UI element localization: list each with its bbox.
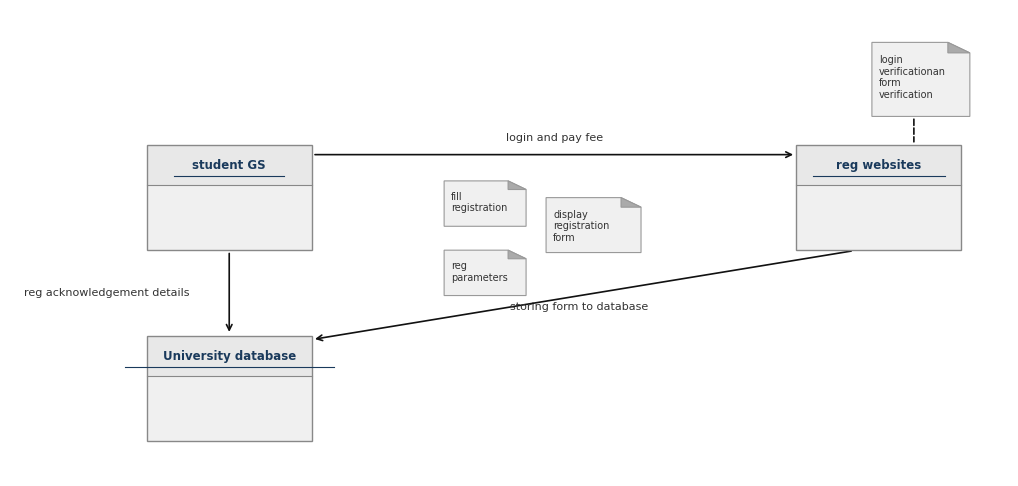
Bar <box>796 185 961 250</box>
Text: reg acknowledgement details: reg acknowledgement details <box>23 288 189 298</box>
Text: fill
registration: fill registration <box>451 192 508 213</box>
Text: login and pay fee: login and pay fee <box>506 133 603 143</box>
Polygon shape <box>546 198 641 253</box>
Polygon shape <box>948 42 970 53</box>
Text: reg websites: reg websites <box>836 158 921 172</box>
Polygon shape <box>508 181 526 190</box>
Polygon shape <box>621 198 641 207</box>
Text: reg
parameters: reg parameters <box>451 261 508 283</box>
Bar <box>147 336 312 376</box>
Text: login
verificationan
form
verification: login verificationan form verification <box>879 55 946 100</box>
Text: display
registration
form: display registration form <box>553 209 610 243</box>
Bar <box>147 185 312 250</box>
Polygon shape <box>871 42 970 117</box>
Bar <box>796 145 961 185</box>
Bar <box>147 336 312 441</box>
Text: storing form to database: storing form to database <box>510 302 648 312</box>
Bar <box>147 376 312 441</box>
Polygon shape <box>508 250 526 259</box>
Text: student GS: student GS <box>192 158 266 172</box>
Polygon shape <box>444 181 526 226</box>
Bar <box>147 145 312 185</box>
Polygon shape <box>444 250 526 295</box>
Bar <box>147 145 312 250</box>
Bar <box>796 145 961 250</box>
Text: University database: University database <box>163 349 296 363</box>
